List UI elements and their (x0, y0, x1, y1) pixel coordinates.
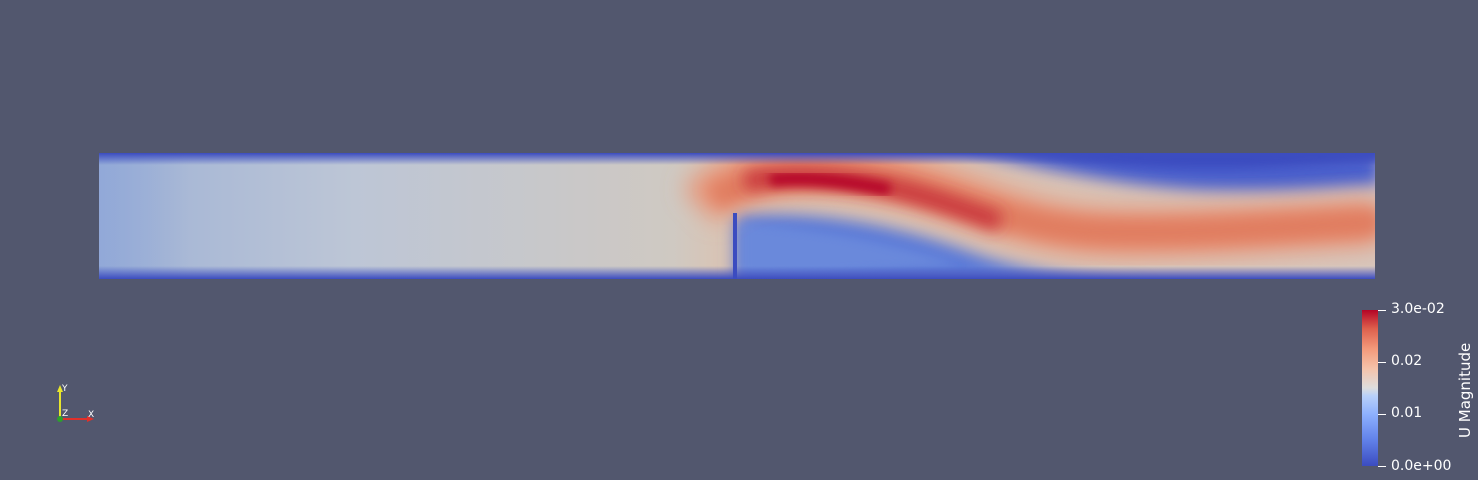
colorbar-tick-label: 0.01 (1391, 405, 1423, 421)
colorbar (1362, 310, 1378, 466)
axes-triad-graphic (57, 385, 94, 422)
colorbar-tick-label: 3.0e-02 (1391, 301, 1445, 317)
colorbar-tick-label: 0.0e+00 (1391, 458, 1452, 474)
axis-y-label: Y (62, 384, 68, 394)
colorbar-tick-mark (1378, 362, 1386, 363)
colorbar-tick-mark (1378, 310, 1386, 311)
colorbar-tick-label: 0.02 (1391, 353, 1423, 369)
colorbar-tick-mark (1378, 466, 1386, 467)
colorbar-tick-mark (1378, 414, 1386, 415)
axis-x-label: X (88, 410, 95, 420)
orientation-axes-triad: Y Z X (52, 382, 100, 426)
axis-z-label: Z (62, 409, 69, 419)
colorbar-title: U Magnitude (1456, 342, 1474, 438)
channel-domain (99, 153, 1375, 279)
